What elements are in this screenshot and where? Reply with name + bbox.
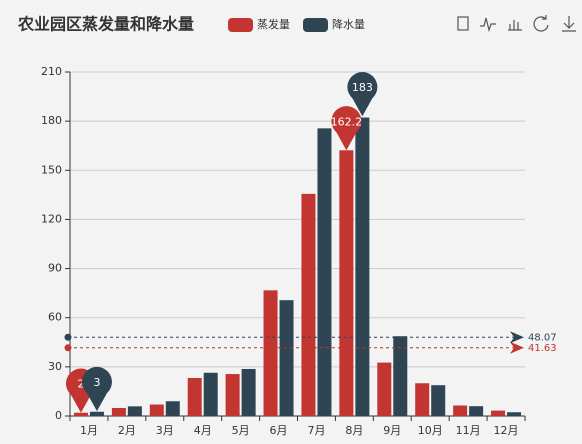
y-tick-label: 150 (41, 163, 62, 176)
y-tick-label: 180 (41, 114, 62, 127)
x-tick-label: 1月 (80, 424, 98, 437)
mark-line-start (64, 333, 72, 341)
bar (507, 412, 522, 416)
y-tick-label: 210 (41, 65, 62, 78)
legend-swatch (228, 18, 253, 32)
mark-line-arrow (510, 331, 524, 344)
tool-restore[interactable] (533, 15, 549, 32)
bar (377, 362, 392, 416)
mark-point-label: 162.2 (331, 115, 363, 128)
toolbox[interactable] (457, 15, 576, 33)
x-tick-label: 11月 (456, 424, 481, 437)
y-tick-label: 120 (41, 212, 62, 225)
bar (469, 406, 484, 416)
tool-line[interactable] (480, 17, 496, 33)
x-tick-label: 12月 (494, 424, 519, 437)
bar (203, 372, 218, 416)
x-tick-label: 10月 (418, 424, 443, 437)
bar (491, 410, 506, 416)
tool-save[interactable] (562, 16, 576, 32)
x-tick-label: 7月 (307, 424, 325, 437)
bar (127, 406, 142, 416)
bar (393, 336, 408, 416)
bar (241, 368, 256, 416)
x-tick-label: 5月 (232, 424, 250, 437)
bar (355, 117, 370, 416)
bar (89, 411, 104, 416)
x-tick-label: 3月 (156, 424, 174, 437)
bar (453, 405, 468, 416)
x-tick-label: 8月 (345, 424, 363, 437)
tool-bar[interactable] (508, 20, 522, 31)
bar (339, 150, 354, 416)
mark-line-label: 48.07 (528, 332, 557, 343)
bar (263, 290, 278, 416)
bar (301, 193, 316, 416)
mark-point (81, 366, 112, 412)
chart-title: 农业园区蒸发量和降水量 (17, 15, 194, 34)
legend-label: 降水量 (332, 17, 365, 31)
legend-swatch (303, 18, 328, 32)
mark-point-label: 2 (77, 378, 84, 391)
bar (317, 128, 332, 417)
mark-point-label: 3 (93, 376, 100, 389)
y-tick-label: 90 (48, 262, 62, 275)
bar (187, 377, 202, 416)
bar (225, 374, 240, 416)
bar (111, 407, 126, 416)
legend-label: 蒸发量 (257, 17, 290, 31)
y-tick-label: 60 (48, 311, 62, 324)
mark-point (331, 106, 362, 151)
mark-point (347, 72, 378, 117)
bar (279, 300, 294, 416)
mark-point-label: 183 (352, 81, 373, 94)
tool-data-view[interactable] (457, 16, 469, 31)
x-tick-label: 2月 (118, 424, 136, 437)
bar (73, 412, 88, 416)
y-tick-label: 0 (55, 409, 62, 422)
x-tick-label: 9月 (383, 424, 401, 437)
mark-line-arrow (510, 341, 524, 354)
bar (165, 401, 180, 416)
mark-line-start (64, 344, 72, 352)
x-tick-label: 6月 (270, 424, 288, 437)
x-tick-label: 4月 (194, 424, 212, 437)
bar (431, 385, 446, 416)
bar (415, 383, 430, 416)
mark-line-label: 41.63 (528, 343, 557, 354)
y-tick-label: 30 (48, 360, 62, 373)
bar (149, 404, 164, 416)
